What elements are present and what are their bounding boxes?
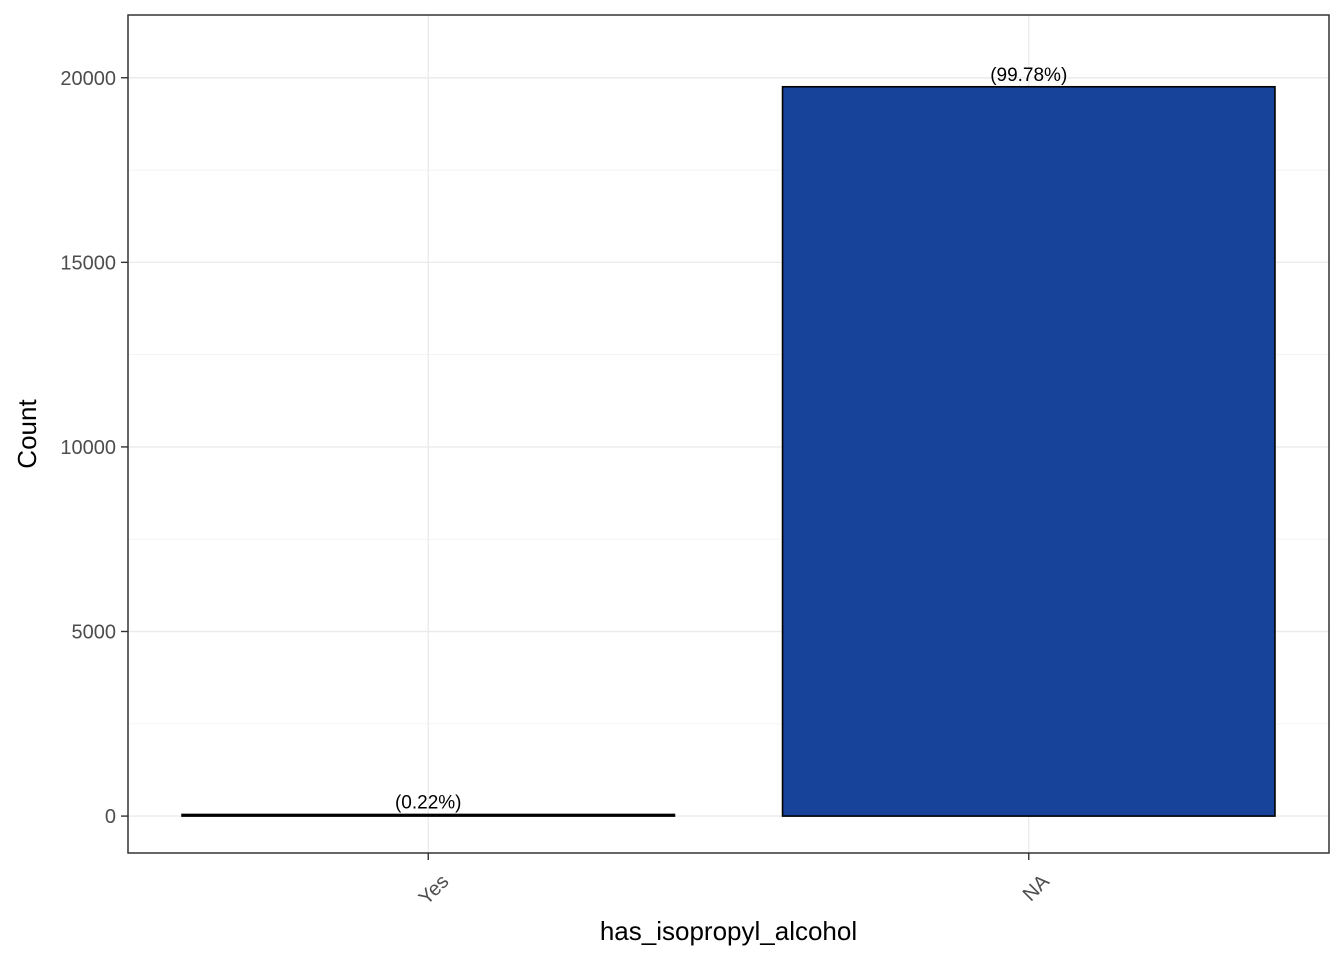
panel-border — [127, 14, 1330, 854]
data-label-yes: (0.22%) — [395, 792, 462, 813]
data-label-na: (99.78%) — [990, 65, 1067, 86]
x-axis-title: has_isopropyl_alcohol — [600, 916, 857, 946]
y-tick-label: 10000 — [60, 437, 116, 459]
x-tick-label-na: NA — [1019, 870, 1055, 906]
y-tick-label: 0 — [105, 806, 116, 828]
y-tick-label: 5000 — [72, 622, 117, 644]
x-tick-label-yes: Yes — [415, 871, 454, 910]
data-labels: (0.22%) (99.78%) — [395, 65, 1067, 814]
x-axis: Yes NA — [415, 853, 1055, 910]
y-axis-title: Count — [12, 399, 42, 469]
y-axis: 0 5000 10000 15000 20000 — [60, 68, 128, 828]
bars — [181, 85, 1276, 817]
y-tick-label: 15000 — [60, 252, 116, 274]
y-tick-label: 20000 — [60, 68, 116, 90]
bar-yes — [181, 813, 676, 817]
bar-na — [781, 85, 1276, 817]
